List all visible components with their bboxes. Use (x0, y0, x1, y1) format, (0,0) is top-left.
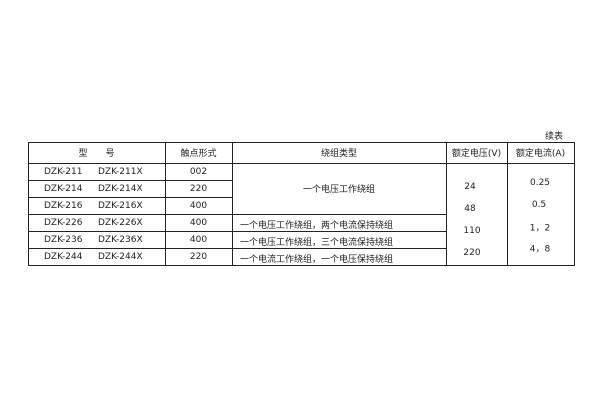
contact: 220 (189, 251, 208, 262)
model-x: DZK-216X (98, 201, 143, 211)
header-voltage: 额定电压(V) (451, 149, 502, 159)
header-contact: 触点形式 (180, 149, 217, 159)
winding-type: 一个电压工作绕组，两个电流保持绕组 (240, 221, 394, 231)
row-divider (28, 214, 446, 215)
voltage-value: 110 (463, 226, 481, 236)
voltage-value: 220 (463, 248, 481, 258)
row-divider (28, 197, 232, 198)
contact: 220 (189, 183, 208, 194)
col-divider (446, 142, 447, 266)
current-value: 4，8 (529, 244, 551, 255)
col-divider (28, 142, 29, 266)
header-current: 额定电流(A) (515, 149, 566, 159)
voltage-value: 48 (464, 204, 476, 214)
model: DZK-216 (44, 201, 83, 211)
header-model: 型 号 (78, 149, 115, 159)
header-divider (28, 163, 574, 164)
current-value: 0.5 (531, 200, 547, 210)
row-divider (28, 180, 232, 181)
winding-type: 一个电压工作绕组，三个电流保持绕组 (240, 238, 394, 248)
contact: 400 (189, 234, 208, 245)
header-winding: 绕组类型 (320, 149, 357, 159)
col-divider (574, 142, 575, 266)
contact: 400 (189, 200, 208, 211)
contact: 400 (189, 217, 208, 228)
model-x: DZK-244X (98, 252, 143, 262)
col-divider (165, 142, 166, 266)
winding-type: 一个电流工作绕组，一个电压保持绕组 (240, 255, 394, 265)
table-border-top (28, 142, 574, 143)
current-value: 1，2 (529, 223, 551, 234)
model-x: DZK-211X (98, 167, 143, 177)
current-value: 0.25 (529, 178, 551, 188)
model: DZK-226 (44, 218, 83, 228)
contact: 002 (189, 166, 208, 177)
col-divider (232, 142, 233, 266)
row-divider (28, 231, 446, 232)
caption: 续表 (545, 132, 564, 142)
model-x: DZK-226X (98, 218, 143, 228)
model-x: DZK-236X (98, 235, 143, 245)
model: DZK-236 (44, 235, 83, 245)
voltage-value: 24 (464, 182, 476, 192)
model-x: DZK-214X (98, 184, 143, 194)
row-divider (28, 248, 446, 249)
col-divider (507, 142, 508, 266)
model: DZK-244 (44, 252, 83, 262)
table-border-bottom (28, 265, 574, 266)
model: DZK-211 (44, 167, 83, 177)
model: DZK-214 (44, 184, 83, 194)
winding-type: 一个电压工作绕组 (302, 185, 375, 195)
